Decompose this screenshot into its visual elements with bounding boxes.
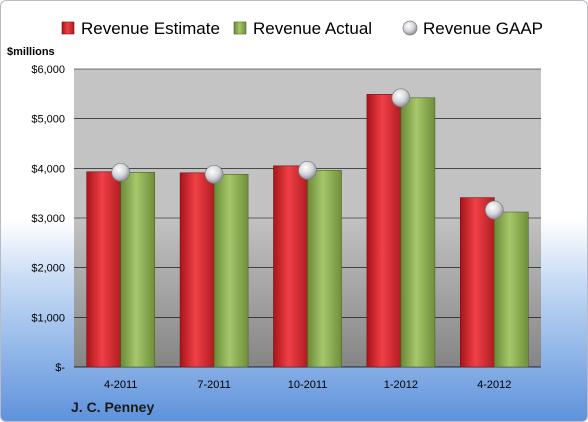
y-tick-label: $3,000 [31, 213, 65, 225]
x-tick-label: 4-2012 [477, 379, 511, 391]
legend-label: Revenue GAAP [423, 19, 543, 38]
y-tick-label: $5,000 [31, 114, 65, 126]
x-tick-label: 4-2011 [104, 379, 137, 391]
legend-label: Revenue Actual [253, 19, 372, 38]
gaap-markers [111, 88, 504, 220]
bar-revenue-estimate [273, 165, 308, 368]
legend-swatch [61, 21, 75, 35]
bar-revenue-actual [493, 211, 529, 368]
y-tick-label: $1,000 [31, 312, 65, 324]
bar-revenue-actual [400, 97, 436, 368]
legend-label: Revenue Estimate [81, 19, 220, 38]
bar-revenue-actual [307, 170, 342, 368]
bar-revenue-estimate [179, 172, 215, 368]
bar-revenue-actual [213, 173, 249, 368]
bar-revenue-estimate [86, 171, 121, 368]
marker-revenue-gaap [111, 162, 131, 182]
marker-revenue-gaap [204, 164, 224, 184]
x-axis-ticks: 4-2011 7-2011 10-2011 1-2012 4-2012 [104, 379, 511, 391]
marker-revenue-gaap [298, 160, 317, 180]
bar-revenue-actual [120, 172, 155, 368]
legend-swatch [402, 20, 418, 36]
x-tick-label: 7-2011 [197, 379, 230, 391]
company-name: J. C. Penney [71, 399, 155, 415]
x-tick-label: 10-2011 [288, 379, 328, 391]
y-axis-ticks: $- $1,000 $2,000 $3,000 $4,000 $5,000 $6,000 [31, 64, 65, 374]
y-tick-label: $6,000 [31, 64, 65, 76]
y-tick-label: $4,000 [31, 163, 65, 175]
x-tick-label: 1-2012 [384, 379, 418, 391]
bar-revenue-estimate [366, 94, 402, 368]
y-tick-label: $2,000 [31, 263, 65, 275]
bars [86, 94, 529, 368]
y-tick-label: $- [55, 362, 65, 374]
y-unit-label: $millions [7, 46, 55, 58]
legend: Revenue Estimate Revenue Actual Revenue GA… [61, 19, 543, 38]
legend-swatch [233, 21, 247, 35]
bar-revenue-estimate [459, 197, 495, 368]
marker-revenue-gaap [391, 88, 411, 108]
marker-revenue-gaap [484, 200, 504, 220]
